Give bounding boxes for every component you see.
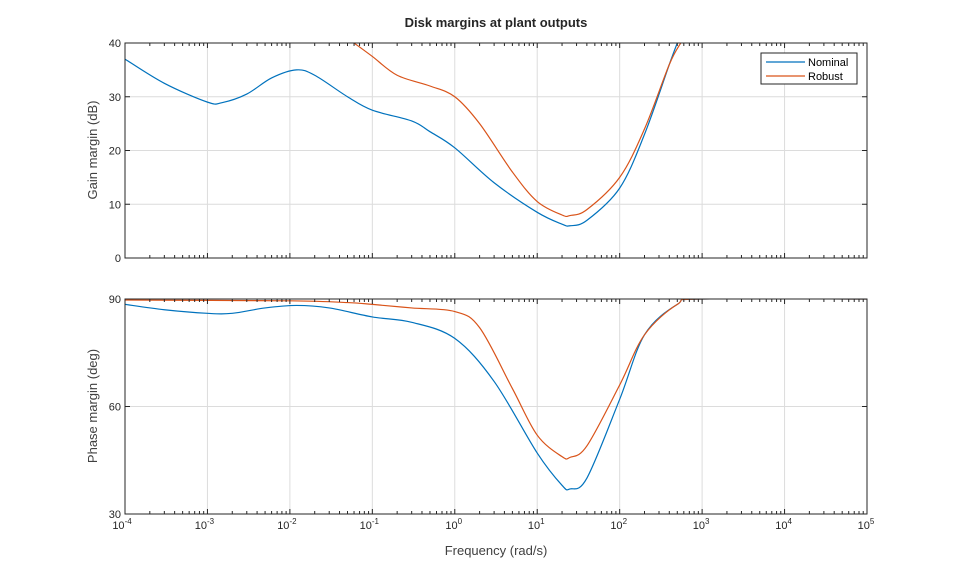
xtick-label: 102 bbox=[610, 517, 627, 532]
figure-title: Disk margins at plant outputs bbox=[405, 15, 588, 30]
ytick-label: 30 bbox=[109, 92, 121, 104]
gain-margin-axes: 0 10 20 30 40 bbox=[109, 38, 868, 265]
xtick-label: 103 bbox=[693, 517, 710, 532]
xtick-label: 101 bbox=[528, 517, 545, 532]
frequency-xlabel: Frequency (rad/s) bbox=[445, 543, 548, 558]
nominal-line bbox=[125, 43, 678, 227]
ytick-label: 60 bbox=[109, 402, 121, 414]
phase-margin-ylabel: Phase margin (deg) bbox=[85, 349, 100, 463]
legend-nominal-label: Nominal bbox=[808, 57, 848, 69]
ytick-label: 0 bbox=[115, 253, 121, 265]
ytick-label: 20 bbox=[109, 146, 121, 158]
ytick-label: 30 bbox=[109, 509, 121, 521]
legend[interactable]: Nominal Robust bbox=[760, 52, 858, 85]
phase-margin-axes: 30 60 90 10-4 10-3 10-2 10-1 100 101 102 103 104 105 bbox=[109, 294, 875, 532]
robust-line bbox=[125, 299, 867, 460]
xtick-label: 104 bbox=[775, 517, 792, 532]
legend-robust-label: Robust bbox=[808, 71, 843, 83]
xtick-label: 10-1 bbox=[360, 517, 380, 532]
xtick-label: 10-3 bbox=[195, 517, 215, 532]
xtick-label: 10-4 bbox=[112, 517, 132, 532]
robust-line bbox=[353, 43, 682, 218]
ytick-label: 40 bbox=[109, 38, 121, 50]
gain-margin-ylabel: Gain margin (dB) bbox=[85, 101, 100, 200]
xtick-label: 105 bbox=[858, 517, 875, 532]
ytick-label: 90 bbox=[109, 294, 121, 306]
xtick-label: 100 bbox=[445, 517, 462, 532]
ytick-label: 10 bbox=[109, 199, 121, 211]
xtick-label: 10-2 bbox=[277, 517, 297, 532]
